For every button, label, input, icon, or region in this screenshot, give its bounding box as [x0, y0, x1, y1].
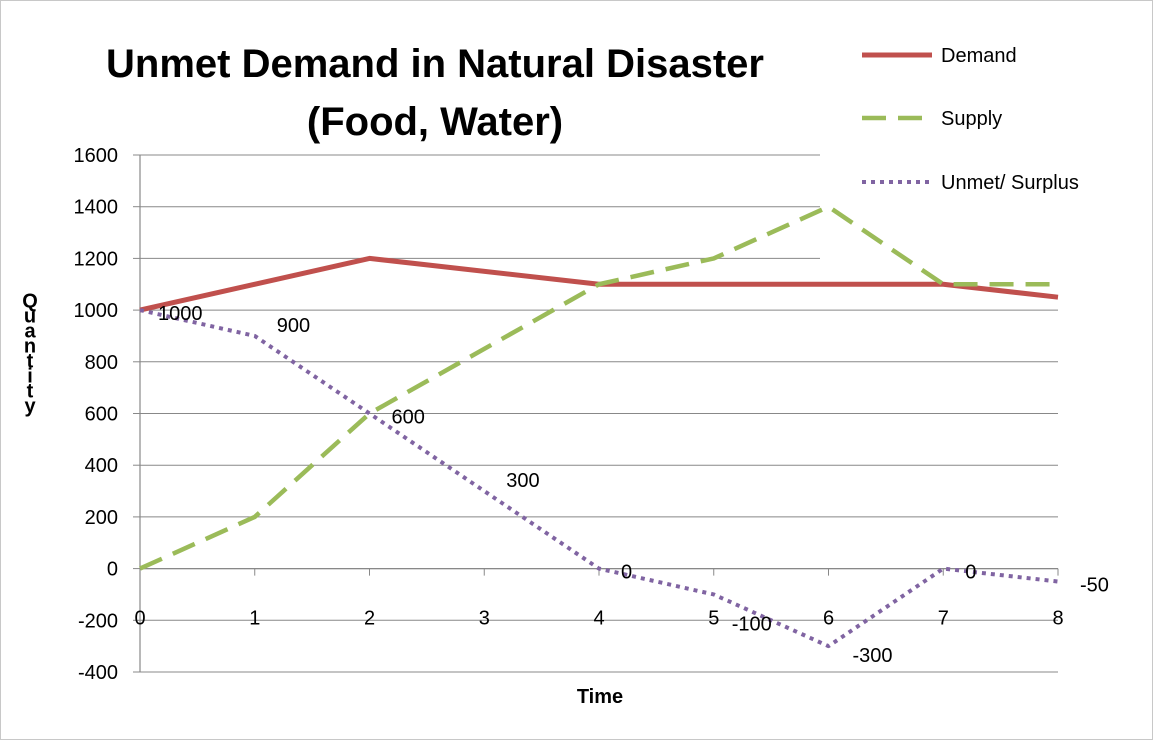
- x-tick-label: 5: [708, 608, 719, 630]
- data-label: -100: [732, 613, 772, 635]
- y-tick-label: -400: [78, 662, 118, 684]
- x-tick-label: 3: [479, 608, 490, 630]
- y-tick-label: 800: [85, 352, 118, 374]
- data-label: -50: [1080, 575, 1109, 597]
- x-tick-label: 2: [364, 608, 375, 630]
- data-label: 300: [506, 470, 539, 492]
- data-label: 900: [277, 315, 310, 337]
- x-tick-label: 1: [249, 608, 260, 630]
- chart-title-line2: (Food, Water): [307, 100, 563, 144]
- y-axis-label-letter: a: [24, 321, 36, 343]
- series-lines: [139, 204, 1059, 649]
- x-tick-label: 7: [938, 608, 949, 630]
- series-line-unmet-surplus: [139, 308, 1059, 649]
- data-label: -300: [853, 645, 893, 667]
- y-axis-label-letter: u: [24, 306, 36, 328]
- data-label: 0: [965, 562, 976, 584]
- y-axis-label-letter: y: [24, 396, 36, 418]
- x-tick-label: 8: [1052, 608, 1063, 630]
- x-tick-label: 0: [134, 608, 145, 630]
- y-tick-label: 600: [85, 404, 118, 426]
- y-axis-label-letter: n: [24, 336, 36, 358]
- y-tick-label: 0: [107, 559, 118, 581]
- y-tick-label: 400: [85, 455, 118, 477]
- y-axis-label-letter: i: [27, 366, 33, 388]
- gridlines: [140, 154, 1058, 673]
- series-line-supply: [139, 204, 1058, 571]
- x-axis-label: Time: [577, 686, 623, 708]
- y-tick-label: 1000: [74, 300, 119, 322]
- x-tick-labels: 0 1 2 3 4 5 6 7 8: [134, 608, 1063, 630]
- y-tick-label: -200: [78, 610, 118, 632]
- legend-label: Demand: [941, 45, 1017, 67]
- legend-label: Supply: [941, 108, 1002, 130]
- x-tick-label: 6: [823, 608, 834, 630]
- data-label: 1000: [158, 303, 203, 325]
- y-tick-label: 200: [85, 507, 118, 529]
- y-tick-label: 1200: [74, 248, 119, 270]
- y-tick-label: 1600: [74, 145, 119, 167]
- y-tick-labels: 1600 1400 1200 1000 800 600 400 200 0 -200 -400: [74, 145, 119, 684]
- legend: Demand Supply Unmet/ Surplus: [862, 45, 1079, 194]
- data-labels: 1000 900 600 300 0 -100 -300 0 -50: [158, 303, 1109, 667]
- data-label: 0: [621, 562, 632, 584]
- y-axis-label-letter: t: [27, 351, 34, 373]
- y-axis-label-letter: Q: [22, 291, 38, 313]
- x-tick-label: 4: [593, 608, 604, 630]
- y-axis-label-letter: t: [27, 381, 34, 403]
- chart-title-line1: Unmet Demand in Natural Disaster: [106, 42, 764, 86]
- legend-label: Unmet/ Surplus: [941, 172, 1079, 194]
- y-tick-label: 1400: [74, 197, 119, 219]
- data-label: 600: [392, 407, 425, 429]
